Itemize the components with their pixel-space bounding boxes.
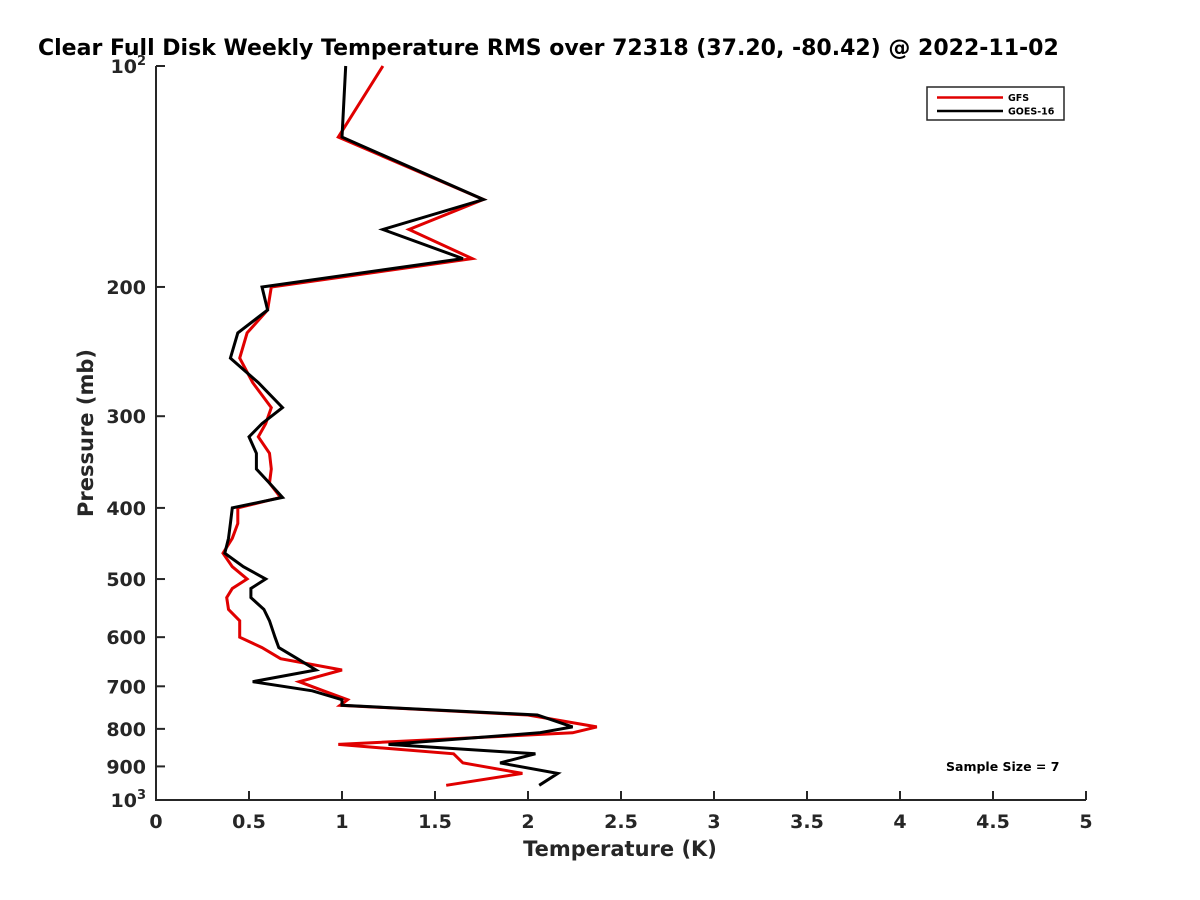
y-tick-label: 400: [106, 498, 146, 520]
x-tick-label: 2: [521, 811, 534, 833]
x-tick-label: 1: [335, 811, 348, 833]
x-tick-label: 0.5: [232, 811, 266, 833]
x-tick-label: 1.5: [418, 811, 452, 833]
x-tick-label: 4: [893, 811, 906, 833]
legend-label-gfs: GFS: [1008, 93, 1029, 104]
legend-box: [926, 86, 1065, 121]
x-tick-label: 2.5: [604, 811, 638, 833]
series-layer: [221, 65, 598, 787]
sample-size-annotation: Sample Size = 7: [946, 759, 1059, 774]
x-tick-label: 3.5: [790, 811, 824, 833]
y-tick-label: 900: [106, 756, 146, 778]
x-tick-label: 3: [707, 811, 720, 833]
y-axis-label: Pressure (mb): [74, 349, 98, 517]
x-axis-label: Temperature (K): [523, 837, 717, 861]
y-tick-label: 700: [106, 676, 146, 698]
legend: GFS GOES-16: [926, 86, 1065, 121]
y-tick-label: 600: [106, 627, 146, 649]
legend-label-goes16: GOES-16: [1008, 107, 1055, 118]
ticks-layer: 0 0.5 1 1.5 2 2.5 3 3.5 4 4.5 5 102 200 300 400 500 600 7…: [106, 54, 1092, 833]
y-tick-label: 103: [111, 788, 147, 812]
x-tick-label: 0: [149, 811, 162, 833]
y-tick-label: 800: [106, 719, 146, 741]
series-line-goes16: [223, 65, 574, 787]
x-tick-label: 4.5: [976, 811, 1010, 833]
y-tick-label: 300: [106, 406, 146, 428]
x-tick-label: 5: [1079, 811, 1092, 833]
y-tick-label: 102: [111, 54, 147, 78]
chart-title: Clear Full Disk Weekly Temperature RMS o…: [38, 36, 1059, 61]
y-tick-label: 200: [106, 277, 146, 299]
y-tick-label: 500: [106, 569, 146, 591]
